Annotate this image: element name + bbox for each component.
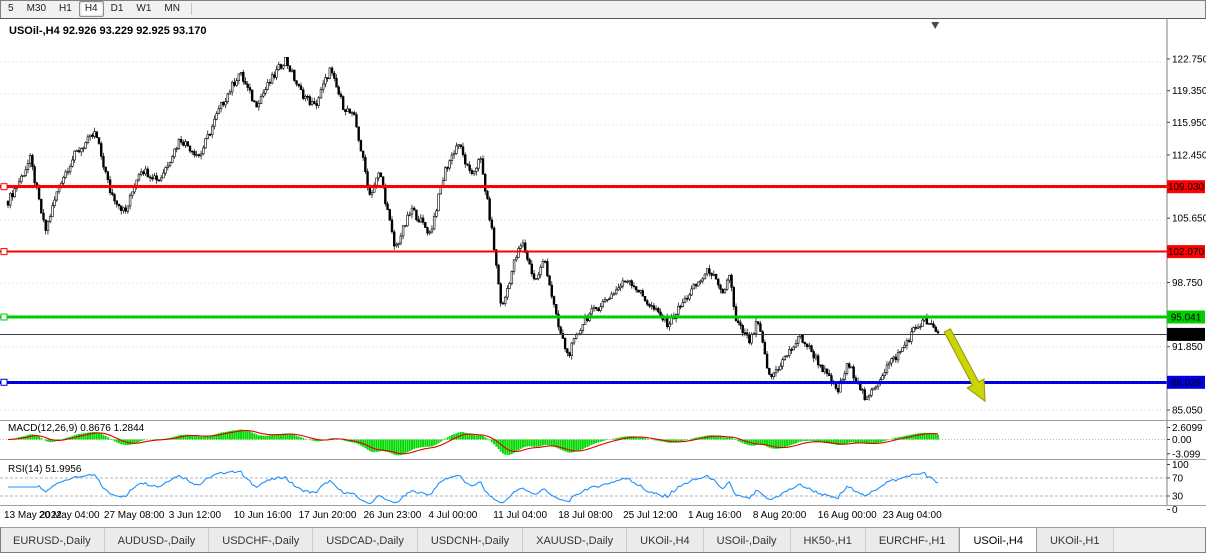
svg-text:13 May 2022: 13 May 2022 [4,510,62,521]
svg-text:0.00: 0.00 [1172,435,1192,446]
svg-text:105.650: 105.650 [1172,214,1206,225]
svg-text:0: 0 [1172,505,1178,516]
chart-tab-eurchf-h1[interactable]: EURCHF-,H1 [865,528,960,553]
candles [6,56,940,401]
svg-text:4 Jul 00:00: 4 Jul 00:00 [428,510,477,521]
chart-tab-usoil-h4[interactable]: USOil-,H4 [959,528,1037,553]
timeframe-button-h4[interactable]: H4 [78,1,104,17]
svg-text:93.170: 93.170 [1171,330,1202,341]
chart-tab-xauusd-daily[interactable]: XAUUSD-,Daily [523,528,628,553]
svg-text:85.050: 85.050 [1172,406,1203,417]
rsi-label: RSI(14) 51.9956 [8,464,82,475]
chart-tab-eurusd-daily[interactable]: EURUSD-,Daily [0,528,105,553]
chart-tab-ukoil-h4[interactable]: UKOil-,H4 [627,528,704,553]
chart-tab-ukoil-h1[interactable]: UKOil-,H1 [1036,528,1114,553]
chart-tab-usdcad-daily[interactable]: USDCAD-,Daily [313,528,418,553]
timeframe-button-w1[interactable]: W1 [136,3,152,14]
indicator-rsi [0,470,1167,505]
chart-tab-hk50-h1[interactable]: HK50-,H1 [790,528,866,553]
timeframe-button-mn[interactable]: MN [164,3,180,14]
timeframe-button-h1[interactable]: H1 [59,3,72,14]
svg-text:27 May 08:00: 27 May 08:00 [104,510,165,521]
timeframe-button-5[interactable]: 5 [8,3,14,14]
svg-text:3 Jun 12:00: 3 Jun 12:00 [169,510,222,521]
chart-window[interactable]: 122.750 119.350 115.950 112.450 105.650 98.75… [0,18,1206,527]
svg-text:91.850: 91.850 [1172,342,1203,353]
price-chart[interactable]: 122.750 119.350 115.950 112.450 105.650 98.75… [0,19,1206,527]
svg-text:98.750: 98.750 [1172,278,1203,289]
svg-text:23 Aug 04:00: 23 Aug 04:00 [883,510,942,521]
svg-text:70: 70 [1172,474,1184,485]
level-lines[interactable] [0,183,1167,386]
chart-tabs: EURUSD-,Daily AUDUSD-,Daily USDCHF-,Daily U… [0,527,1206,553]
svg-text:18 Jul 08:00: 18 Jul 08:00 [558,510,613,521]
svg-text:95.041: 95.041 [1171,313,1202,324]
macd-label: MACD(12,26,9) 0.8676 1.2844 [8,423,145,434]
svg-text:17 Jun 20:00: 17 Jun 20:00 [299,510,357,521]
chart-tab-usoil-daily[interactable]: USOil-,Daily [703,528,791,553]
svg-text:10 Jun 16:00: 10 Jun 16:00 [234,510,292,521]
timeframe-button-m30[interactable]: M30 [26,3,47,14]
indicator-macd [0,429,1167,456]
svg-text:26 Jun 23:00: 26 Jun 23:00 [364,510,422,521]
svg-text:102.070: 102.070 [1168,247,1205,258]
chart-shift-marker [931,22,940,29]
timeframe-toolbar: 5 M30 H1 H4 D1 W1 MN [0,0,1206,18]
svg-text:11 Jul 04:00: 11 Jul 04:00 [493,510,547,521]
svg-text:30: 30 [1172,492,1184,503]
svg-text:100: 100 [1172,460,1189,471]
svg-text:122.750: 122.750 [1172,55,1206,66]
sell-arrow[interactable] [943,328,986,403]
chart-tab-usdchf-daily[interactable]: USDCHF-,Daily [209,528,314,553]
svg-text:2.6099: 2.6099 [1172,423,1203,434]
chart-tab-audusd-daily[interactable]: AUDUSD-,Daily [104,528,210,553]
svg-text:88.028: 88.028 [1171,378,1202,389]
annotations[interactable] [943,328,986,403]
svg-text:20 May 04:00: 20 May 04:00 [39,510,100,521]
chart-tab-usdcnh-daily[interactable]: USDCNH-,Daily [417,528,524,553]
timeframe-button-d1[interactable]: D1 [110,3,124,14]
price-axis[interactable]: 122.750 119.350 115.950 112.450 105.650 98.75… [0,19,1206,516]
svg-text:119.350: 119.350 [1172,86,1206,97]
svg-text:8 Aug 20:00: 8 Aug 20:00 [753,510,807,521]
grid [0,61,1167,411]
svg-text:109.030: 109.030 [1168,182,1205,193]
chart-title: USOil-,H4 92.926 93.229 92.925 93.170 [9,25,207,37]
svg-text:16 Aug 00:00: 16 Aug 00:00 [818,510,877,521]
svg-text:25 Jul 12:00: 25 Jul 12:00 [623,510,678,521]
svg-text:-3.099: -3.099 [1172,449,1201,460]
svg-text:112.450: 112.450 [1172,150,1206,161]
svg-text:1 Aug 16:00: 1 Aug 16:00 [688,510,742,521]
toolbar-separator [190,3,192,15]
svg-text:115.950: 115.950 [1172,118,1206,129]
